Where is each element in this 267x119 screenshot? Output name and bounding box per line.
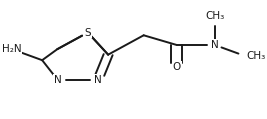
Text: N: N (211, 40, 219, 50)
Text: S: S (85, 27, 91, 37)
Text: N: N (94, 75, 102, 85)
Text: CH₃: CH₃ (205, 11, 224, 21)
Text: H₂N: H₂N (2, 44, 22, 54)
Text: CH₃: CH₃ (246, 51, 266, 61)
Text: N: N (53, 75, 61, 85)
Text: O: O (172, 62, 181, 72)
